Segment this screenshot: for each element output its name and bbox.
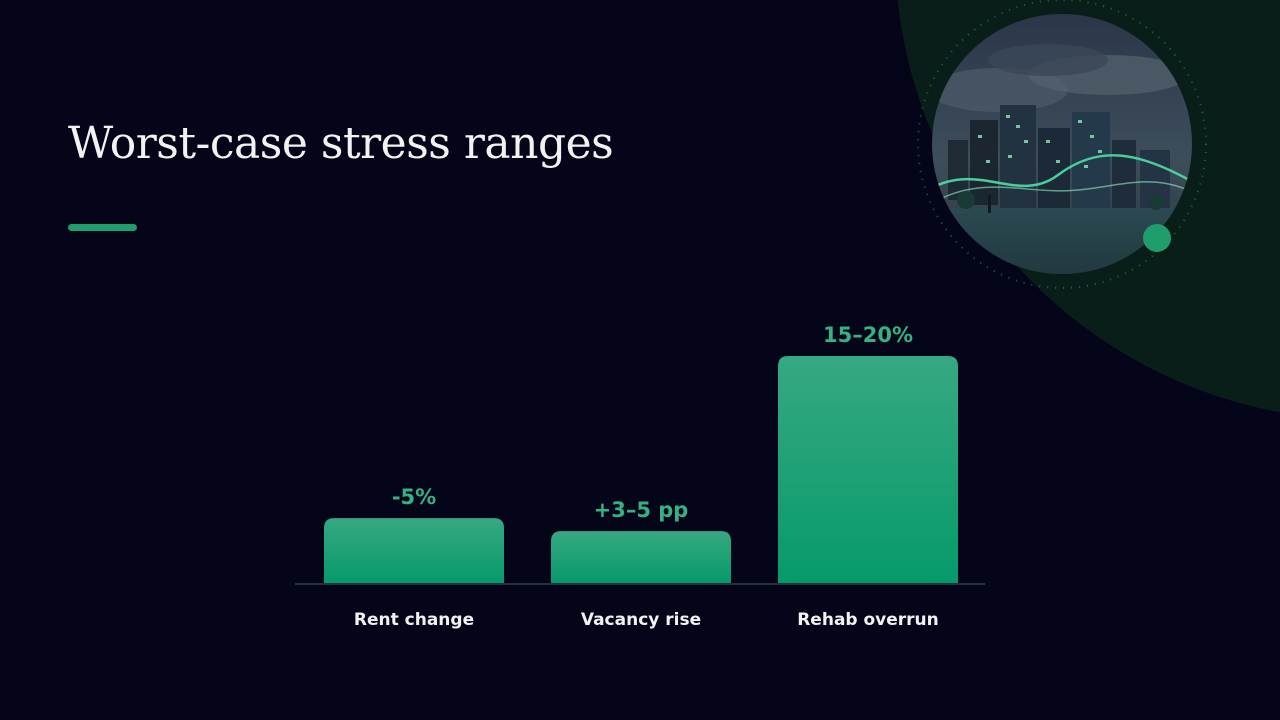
hero-image [908,0,1228,320]
slide-title: Worst-case stress ranges [68,118,614,169]
category-label: Vacancy rise [581,610,701,630]
bar-value-label: +3–5 pp [594,498,689,522]
title-accent-bar [68,224,137,231]
bar-rehab-overrun [778,356,958,583]
category-label: Rehab overrun [797,610,939,630]
bar-rent-change [324,518,504,583]
green-dot-icon [1143,224,1171,252]
bar-value-label: -5% [392,485,436,509]
city-buildings-illustration-icon [917,0,1207,289]
category-label: Rent change [354,610,474,630]
bar-value-label: 15–20% [823,323,913,347]
bar-vacancy-rise [551,531,731,583]
